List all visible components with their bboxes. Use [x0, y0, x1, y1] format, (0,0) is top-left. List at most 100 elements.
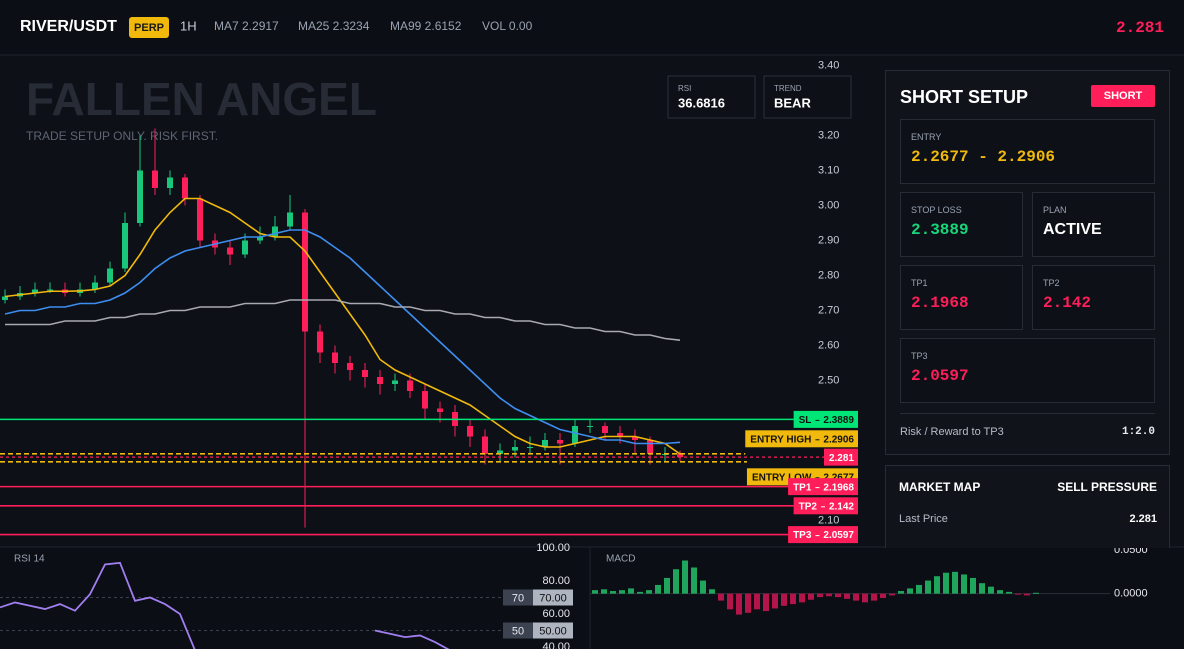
level-label: 2.142 TP2	[793, 497, 858, 515]
macd-bar	[943, 572, 949, 594]
rsi-level-value: 70.00	[539, 592, 567, 604]
candle-body	[122, 223, 128, 269]
macd-bar	[853, 593, 859, 601]
macd-bar	[889, 593, 895, 596]
macd-bar	[862, 593, 868, 603]
macd-bar	[988, 586, 994, 594]
level-label-bg	[788, 526, 858, 544]
card: STOP LOSS 2.3889	[900, 192, 1023, 257]
level-label-bg	[788, 478, 858, 496]
candle-body	[482, 436, 488, 454]
risk-value: 1:2.0	[1121, 426, 1155, 438]
moving-average	[4, 197, 681, 455]
macd-bar	[808, 593, 814, 600]
perp-badge	[129, 17, 169, 38]
macd-bar	[709, 589, 715, 594]
card-value: 2.3889	[911, 221, 969, 239]
candle-body	[2, 296, 8, 300]
macd-bar	[817, 593, 823, 598]
setup-panel: SHORT SETUP SHORT ENTRY 2.2677 - 2.2906 …	[885, 70, 1170, 455]
macd-bar	[1006, 591, 1012, 594]
candle-body	[152, 170, 158, 188]
rsi-level-value-bg	[533, 622, 573, 639]
stat-value: BEAR	[774, 95, 811, 110]
header-bg	[0, 0, 1184, 55]
card-value: 2.142	[1043, 294, 1092, 312]
macd-bar	[682, 560, 688, 594]
indicator: MA7 2.2917	[214, 19, 279, 33]
y-tick-label: 2.80	[818, 269, 839, 281]
stat-label: RSI	[678, 84, 691, 93]
price-label-bg	[823, 448, 858, 466]
card-label: TP2	[1043, 278, 1060, 288]
macd-bar	[925, 580, 931, 594]
card: TP3 2.0597	[900, 338, 1155, 403]
candle-body	[182, 177, 188, 199]
indicator-bg	[0, 547, 1184, 649]
candle-body	[392, 380, 398, 384]
macd-bar	[826, 593, 832, 597]
candle-body	[302, 212, 308, 332]
price-label: 2.281	[823, 448, 858, 466]
header-price: 2.281	[1116, 19, 1164, 37]
row-label: Last Price	[899, 513, 948, 525]
stat-box	[763, 75, 852, 119]
card-label: TP1	[911, 278, 928, 288]
market-map: MARKET MAP SELL PRESSURE Last Price 2.28…	[885, 465, 1170, 548]
candle-body	[347, 363, 353, 370]
short-badge: SHORT	[1091, 85, 1155, 107]
macd-bar	[763, 593, 769, 612]
card-label: TP3	[911, 351, 928, 361]
rsi-level-value-bg	[533, 589, 573, 606]
moving-average	[5, 299, 681, 341]
candle-body	[527, 447, 533, 448]
candle-body	[137, 170, 143, 223]
macd-bar	[790, 593, 796, 605]
y-tick-label: 80.00	[542, 575, 570, 587]
level-label-text: 2.1968	[823, 482, 854, 493]
candle-body	[497, 450, 503, 454]
card-value: ACTIVE	[1043, 221, 1102, 238]
macd-bar	[628, 588, 634, 594]
candle-body	[32, 289, 38, 293]
macd-bar	[997, 590, 1003, 594]
y-tick-label: 3.00	[818, 199, 839, 211]
macd-bar	[637, 591, 643, 594]
rsi-chart: 100.00 80.00 60.00 40.00 70 70.00 50 50.00	[0, 542, 573, 649]
y-tick-label: 60.00	[542, 608, 570, 620]
macd-title: MACD	[606, 554, 635, 565]
macd-bar	[655, 584, 661, 594]
candle-body	[632, 436, 638, 440]
macd-bar	[754, 593, 760, 610]
watermark-subtitle: TRADE SETUP ONLY. RISK FIRST.	[26, 129, 218, 143]
level-label-text: 2.3889	[823, 415, 854, 426]
y-tick-label: 2.10	[818, 514, 839, 526]
y-tick-label: 3.20	[818, 129, 839, 141]
candle-body	[572, 426, 578, 444]
macd-bar	[970, 577, 976, 594]
card-label: ENTRY	[911, 132, 942, 142]
rsi-level-name: 70	[512, 592, 524, 604]
card: PLAN ACTIVE	[1032, 192, 1155, 257]
rsi-title: RSI 14	[14, 554, 45, 565]
macd-bar	[781, 593, 787, 606]
card-value: 2.2677 - 2.2906	[911, 148, 1056, 166]
market-map-status: SELL PRESSURE	[1057, 480, 1157, 494]
level-label-text: 2.2906	[823, 434, 854, 445]
macd-bar	[880, 593, 886, 598]
candle-body	[647, 440, 653, 454]
card: TP2 2.142	[1032, 265, 1155, 330]
risk-row: Risk / Reward to TP3 1:2.0	[900, 413, 1155, 438]
card-value: 2.0597	[911, 367, 969, 385]
macd-bar	[772, 593, 778, 609]
symbol: RIVER/USDT	[20, 18, 117, 35]
rsi-line	[0, 561, 450, 649]
row-value: 2.281	[1129, 513, 1157, 525]
macd-bar	[1015, 593, 1021, 595]
level-label-text: ENTRY HIGH	[750, 434, 811, 445]
macd-bar	[1024, 593, 1030, 596]
rsi-level-name-bg	[503, 589, 533, 606]
macd-bar	[979, 583, 985, 594]
